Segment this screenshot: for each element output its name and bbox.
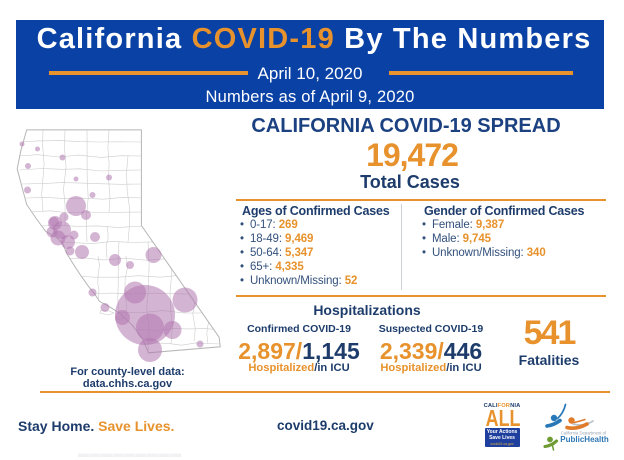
svg-text:California Department of: California Department of xyxy=(561,431,607,436)
svg-text:PublicHealth: PublicHealth xyxy=(560,435,609,444)
